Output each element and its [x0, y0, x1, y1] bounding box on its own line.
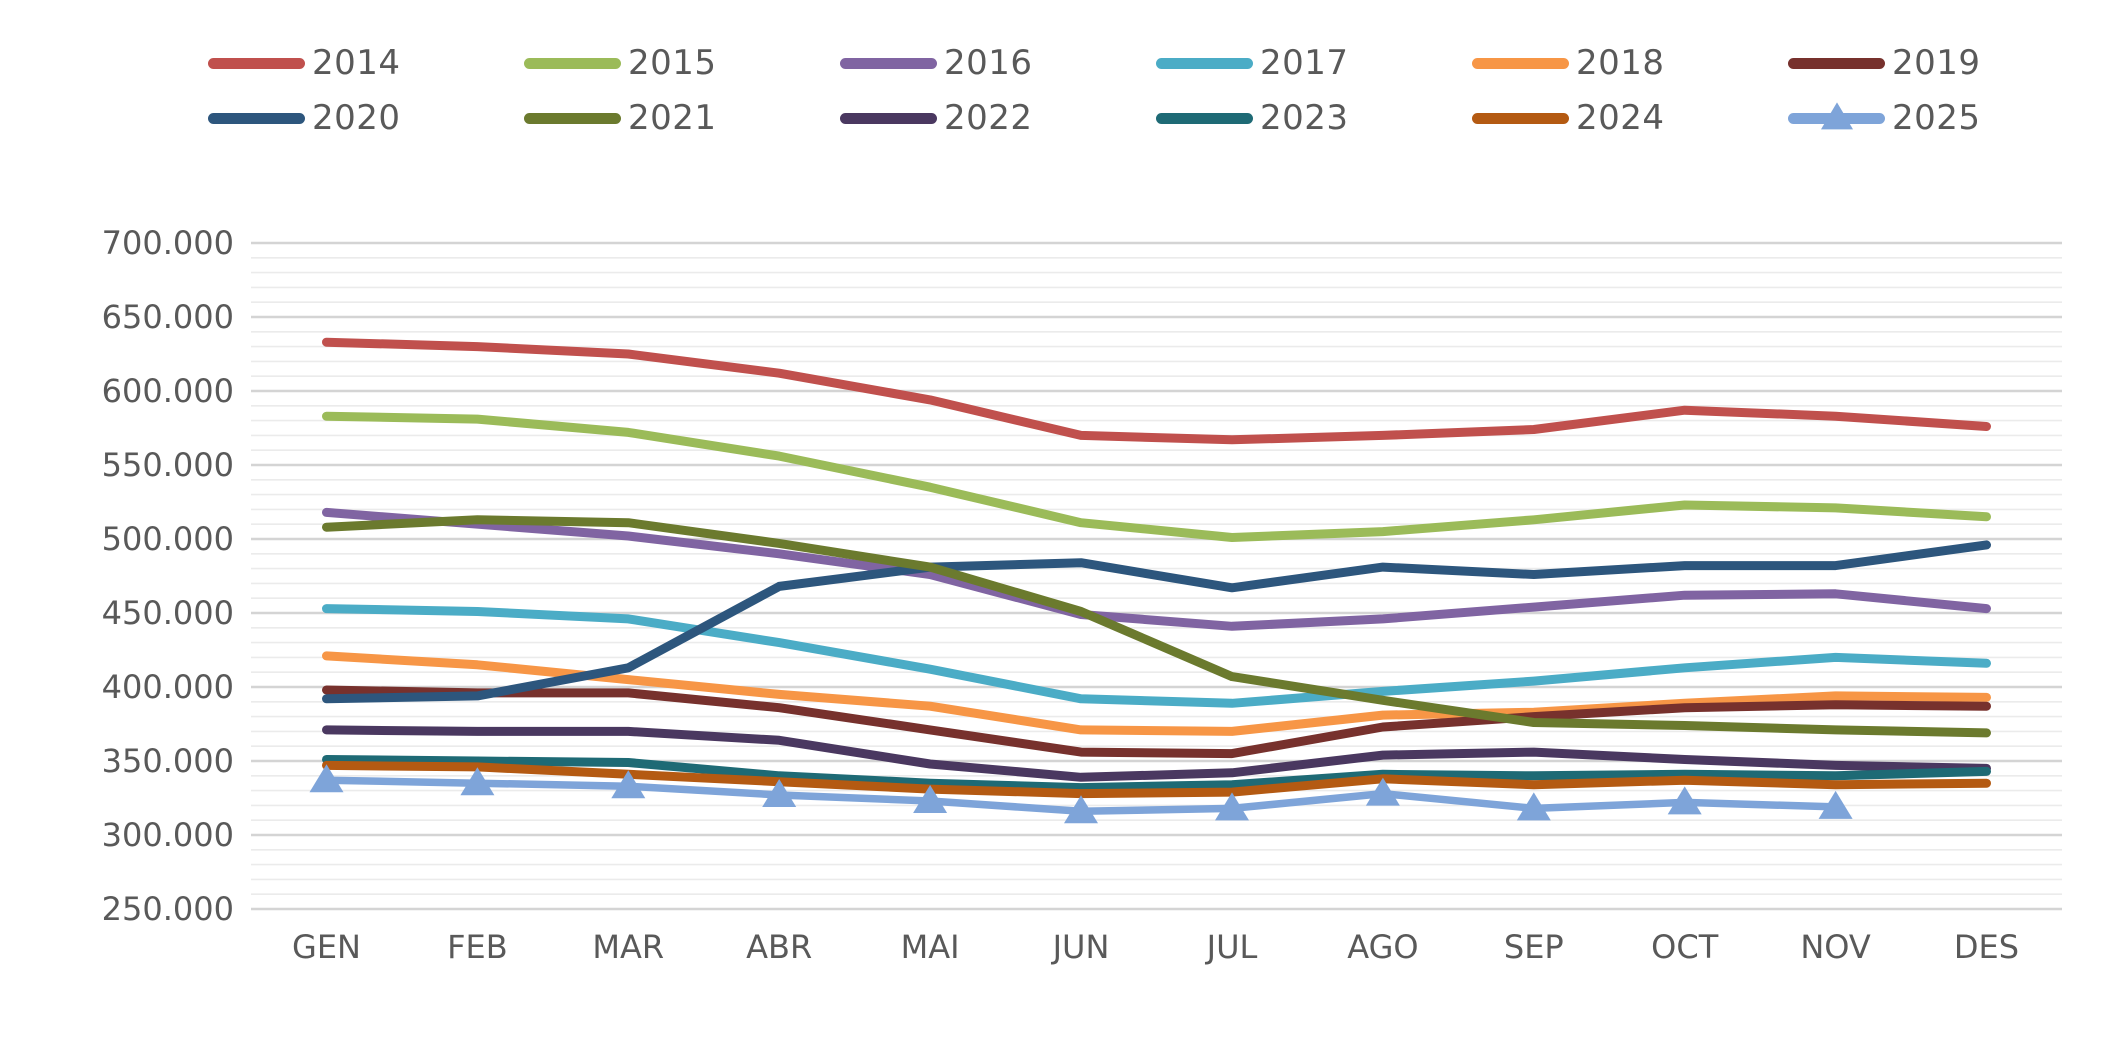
- y-axis-tick-label: 700.000: [102, 224, 234, 262]
- x-axis-tick-label: OCT: [1651, 928, 1719, 966]
- legend-swatch-2024: [1472, 112, 1569, 124]
- series-line-2017[interactable]: [322, 604, 1991, 708]
- legend-swatch-2025: [1788, 102, 1885, 130]
- y-axis-tick-label: 550.000: [102, 446, 234, 484]
- legend-label-2018: 2018: [1576, 43, 1665, 83]
- legend-label-2015: 2015: [628, 43, 717, 83]
- series-marker-2025[interactable]: [1365, 777, 1400, 806]
- legend-swatch-2019: [1788, 57, 1885, 69]
- legend-swatch-2015: [524, 57, 621, 69]
- legend-label-2016: 2016: [944, 43, 1033, 83]
- series-marker-2025[interactable]: [1516, 792, 1551, 821]
- series-marker-2025[interactable]: [1064, 795, 1098, 824]
- y-axis-tick-label: 650.000: [102, 298, 234, 336]
- y-axis-tick-label: 250.000: [102, 890, 234, 928]
- x-axis-tick-label: GEN: [292, 928, 361, 966]
- series-marker-2025[interactable]: [460, 767, 495, 796]
- legend-item-2023[interactable]: 2023: [1156, 96, 1349, 140]
- legend-swatch-2017: [1156, 57, 1253, 69]
- x-axis-tick-label: MAI: [901, 928, 960, 966]
- legend-label-2022: 2022: [944, 98, 1033, 138]
- legend-triangle-marker-icon: [1820, 102, 1853, 130]
- legend-swatch-2018: [1472, 57, 1569, 69]
- legend-label-2019: 2019: [1892, 43, 1981, 83]
- x-axis-tick-label: FEB: [447, 928, 508, 966]
- legend-swatch-2023: [1156, 112, 1253, 124]
- series-marker-2025[interactable]: [611, 770, 646, 799]
- legend-item-2014[interactable]: 2014: [208, 41, 401, 85]
- legend-item-2018[interactable]: 2018: [1472, 41, 1665, 85]
- legend-label-2025: 2025: [1892, 98, 1981, 138]
- x-axis-tick-label: JUL: [1205, 928, 1258, 966]
- legend-label-2020: 2020: [312, 98, 401, 138]
- legend-item-2022[interactable]: 2022: [840, 96, 1033, 140]
- series-marker-2025[interactable]: [762, 779, 797, 807]
- y-axis-tick-label: 450.000: [102, 594, 234, 632]
- legend-item-2024[interactable]: 2024: [1472, 96, 1665, 140]
- x-axis-tick-label: AGO: [1347, 928, 1418, 966]
- y-axis-tick-label: 400.000: [102, 668, 234, 706]
- legend-label-2014: 2014: [312, 43, 401, 83]
- y-axis-tick-label: 350.000: [102, 742, 234, 780]
- x-axis-tick-label: DES: [1954, 928, 2019, 966]
- legend-item-2019[interactable]: 2019: [1788, 41, 1981, 85]
- x-axis-tick-label: NOV: [1800, 928, 1871, 966]
- series-marker-2025[interactable]: [1818, 790, 1853, 819]
- series-line-2019[interactable]: [322, 685, 1991, 759]
- legend-label-2017: 2017: [1260, 43, 1349, 83]
- series-line-2015[interactable]: [322, 411, 1991, 542]
- legend-swatch-2020: [208, 112, 305, 124]
- chart-legend: 2014 2015 2016 2017 2018 2019 2020 2021 2022 2023…: [0, 0, 2112, 150]
- series-line-2018[interactable]: [322, 651, 1991, 736]
- legend-swatch-2014: [208, 57, 305, 69]
- legend-item-2020[interactable]: 2020: [208, 96, 401, 140]
- legend-item-2015[interactable]: 2015: [524, 41, 717, 85]
- series-line-2022[interactable]: [322, 725, 1991, 782]
- series-marker-2025[interactable]: [1667, 786, 1702, 815]
- x-axis-tick-label: JUN: [1051, 928, 1110, 966]
- legend-item-2016[interactable]: 2016: [840, 41, 1033, 85]
- x-axis-tick-label: ABR: [746, 928, 812, 966]
- series-marker-2025[interactable]: [1215, 792, 1249, 821]
- legend-item-2025[interactable]: 2025: [1788, 96, 1981, 140]
- legend-swatch-2021: [524, 112, 621, 124]
- y-axis-tick-label: 500.000: [102, 520, 234, 558]
- series-line-2024[interactable]: [322, 760, 1991, 799]
- legend-swatch-2016: [840, 57, 937, 69]
- legend-item-2017[interactable]: 2017: [1156, 41, 1349, 85]
- legend-label-2023: 2023: [1260, 98, 1349, 138]
- x-axis-tick-label: SEP: [1504, 928, 1564, 966]
- series-marker-2025[interactable]: [913, 785, 948, 813]
- y-axis-tick-label: 300.000: [102, 816, 234, 854]
- x-axis-tick-label: MAR: [592, 928, 664, 966]
- series-marker-2025[interactable]: [309, 764, 344, 793]
- series-line-2014[interactable]: [322, 337, 1991, 445]
- legend-swatch-2022: [840, 112, 937, 124]
- series-line-2016[interactable]: [322, 507, 1991, 631]
- series-line-2020[interactable]: [322, 540, 1991, 704]
- legend-label-2024: 2024: [1576, 98, 1665, 138]
- legend-label-2021: 2021: [628, 98, 717, 138]
- series-line-2023[interactable]: [322, 755, 1991, 793]
- series-line-2021[interactable]: [322, 515, 1991, 738]
- legend-item-2021[interactable]: 2021: [524, 96, 717, 140]
- y-axis-tick-label: 600.000: [102, 372, 234, 410]
